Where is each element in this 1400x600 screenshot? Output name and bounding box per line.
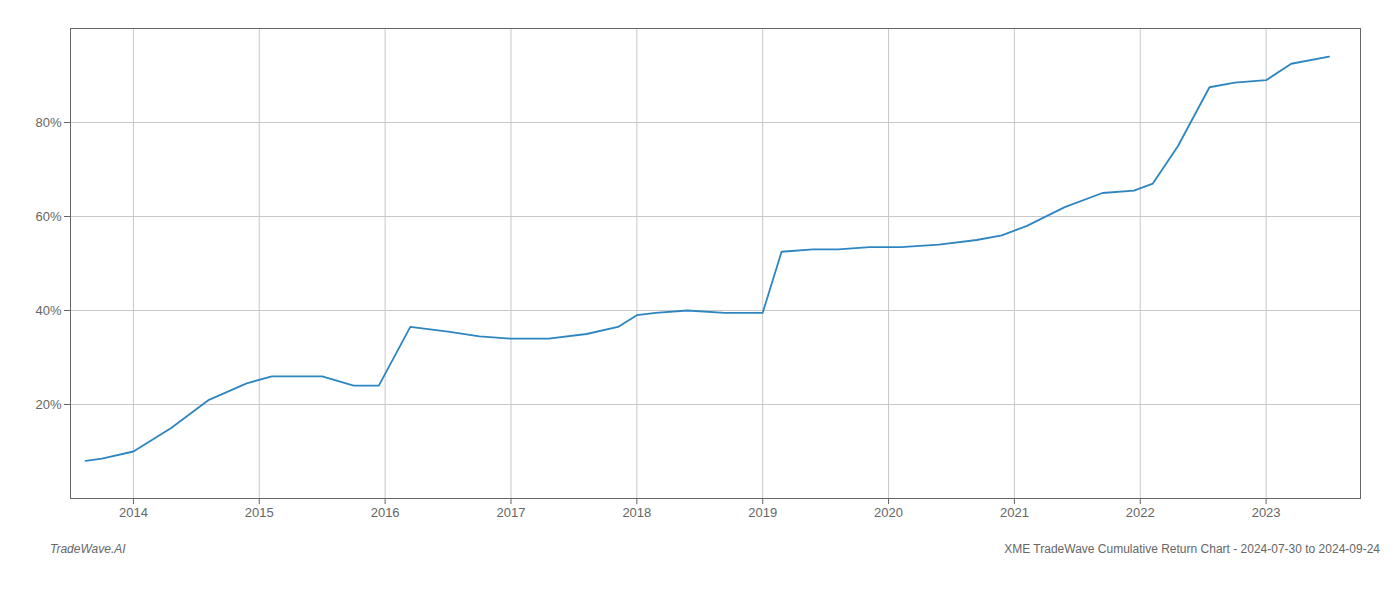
svg-text:40%: 40% [35,303,61,318]
svg-text:2021: 2021 [1000,505,1029,520]
svg-text:60%: 60% [35,209,61,224]
svg-text:80%: 80% [35,115,61,130]
svg-text:2020: 2020 [874,505,903,520]
svg-text:20%: 20% [35,397,61,412]
svg-text:2017: 2017 [497,505,526,520]
svg-text:2019: 2019 [748,505,777,520]
svg-text:2022: 2022 [1126,505,1155,520]
svg-text:2016: 2016 [371,505,400,520]
html-text:XME TradeWave Cumulative Retur: XME TradeWave Cumulative Return Chart - … [1004,542,1380,556]
svg-text:2015: 2015 [245,505,274,520]
svg-text:2023: 2023 [1252,505,1281,520]
html-text:TradeWave.AI: TradeWave.AI [50,542,126,556]
svg-text:2014: 2014 [119,505,148,520]
svg-text:2018: 2018 [622,505,651,520]
